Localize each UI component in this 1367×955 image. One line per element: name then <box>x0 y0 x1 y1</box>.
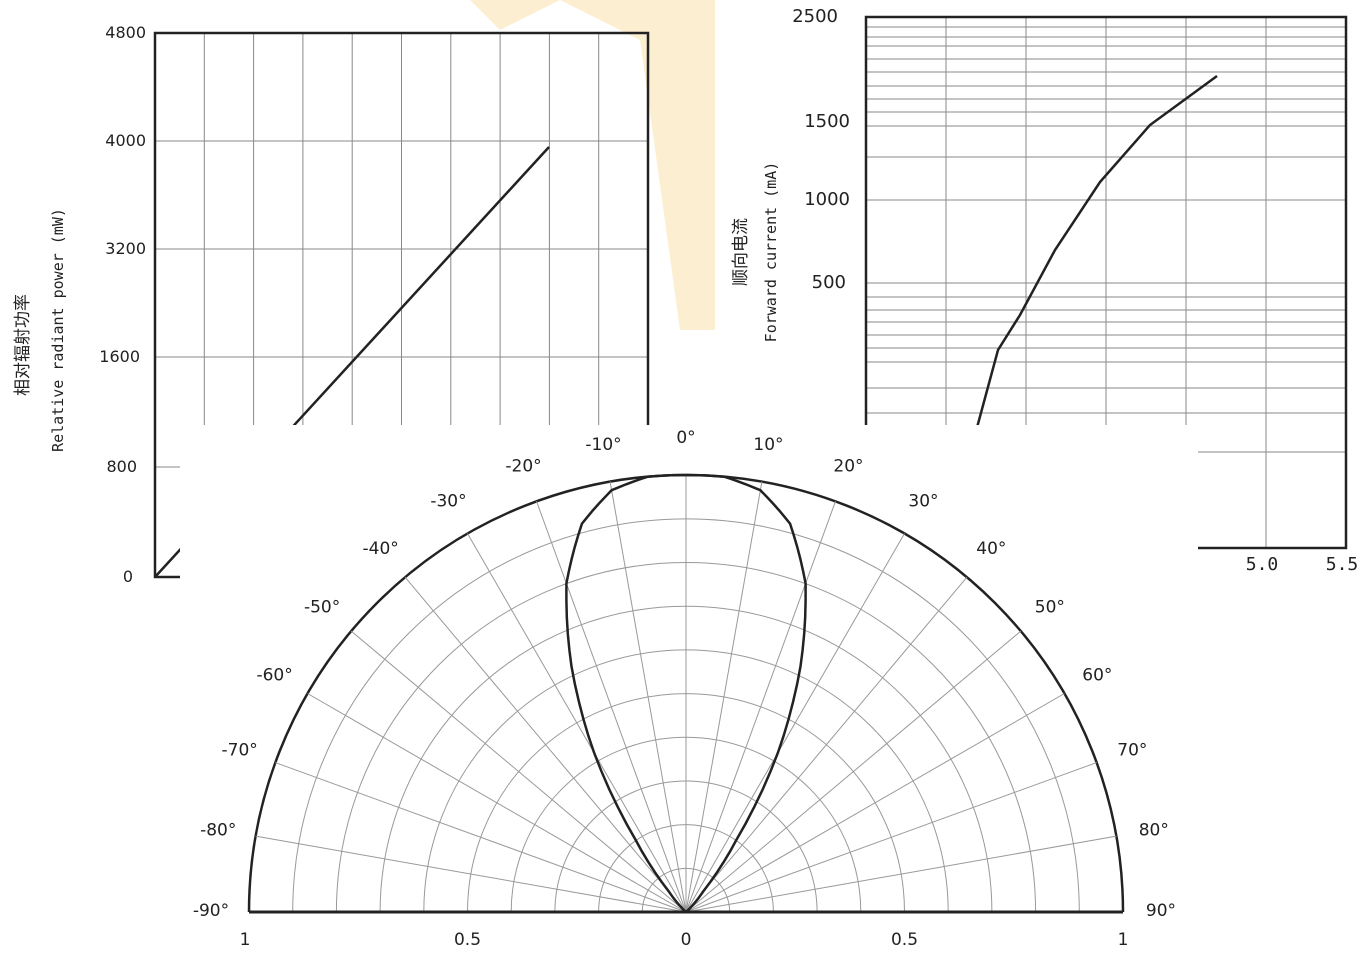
radiant-power-y-tick: 800 <box>106 457 137 476</box>
forward-current-x-ticks: 5.0 5.5 <box>1246 554 1359 575</box>
radiation-pattern-angle-label: -40° <box>363 539 399 559</box>
radiation-pattern-angle-label: 30° <box>908 492 938 512</box>
radiation-pattern-spoke <box>685 835 1117 913</box>
radiant-power-y-ticks: 0 800 1600 3200 4000 4800 <box>99 23 146 586</box>
radiant-power-y-tick: 4800 <box>105 23 146 42</box>
radiation-pattern-radial-label: 1 <box>240 930 251 950</box>
radiation-pattern-radial-label: 0 <box>681 930 692 950</box>
radiant-power-ylabel: Relative radiant power (mW) <box>49 208 67 452</box>
watermark-shape <box>470 0 715 330</box>
forward-current-ylabel-cn: 顺向电流 <box>731 218 751 286</box>
radiation-pattern-angle-label: -70° <box>222 741 258 761</box>
radiation-pattern-angle-label: 20° <box>833 457 863 477</box>
radiation-pattern-angle-label: 10° <box>753 435 783 455</box>
radiant-power-y-tick: 3200 <box>105 239 146 258</box>
forward-current-x-tick: 5.5 <box>1326 554 1359 575</box>
radiation-pattern-spoke <box>685 481 763 913</box>
forward-current-ylabel: Forward current (mA) <box>762 162 780 343</box>
radiation-pattern-angle-label: 40° <box>976 539 1006 559</box>
radiation-pattern-angle-label: -80° <box>200 821 236 841</box>
radiation-pattern-radial-label: 0.5 <box>891 930 918 950</box>
radiation-pattern-radial-label: 1 <box>1118 930 1129 950</box>
radiant-power-y-tick: 4000 <box>105 131 146 150</box>
radiation-pattern-spoke <box>255 835 687 913</box>
radiation-pattern-spoke <box>685 693 1065 913</box>
forward-current-y-tick: 1500 <box>804 111 850 132</box>
forward-current-y-tick: 500 <box>812 272 846 293</box>
radiation-pattern-angle-label: -10° <box>585 435 621 455</box>
forward-current-line <box>973 74 1218 436</box>
radiation-pattern-spoke <box>275 762 687 913</box>
radiation-pattern-curve <box>565 473 807 913</box>
radiation-pattern-angle-label: 80° <box>1139 821 1169 841</box>
radiation-pattern-angle-label: -50° <box>304 598 340 618</box>
forward-current-y-tick: 1000 <box>804 189 850 210</box>
radiation-pattern-spoke <box>685 533 905 913</box>
radiation-pattern-angle-label: -90° <box>193 901 229 921</box>
radiant-power-y-tick: 1600 <box>99 347 140 366</box>
radiation-pattern-angle-label: 90° <box>1146 901 1176 921</box>
radiation-pattern-spoke <box>350 630 687 913</box>
forward-current-x-tick: 5.0 <box>1246 554 1279 575</box>
radiation-pattern-angle-label: 70° <box>1117 741 1147 761</box>
radiation-pattern-angle-labels: -90° -80° -70° -60° -50° -40° -30° -20° -10° 0° 10… <box>193 428 1176 921</box>
radiation-pattern-radial-labels: 1 0.5 0 0.5 1 <box>240 930 1129 950</box>
radiation-pattern-angle-label: -30° <box>430 492 466 512</box>
radiation-pattern-angle-label: 60° <box>1082 666 1112 686</box>
radiation-pattern-spoke <box>307 693 687 913</box>
radiation-pattern-radial-label: 0.5 <box>454 930 481 950</box>
radiation-pattern-background-strip <box>180 425 200 550</box>
radiant-power-y-tick: 0 <box>123 567 133 586</box>
radiation-pattern-spoke <box>685 630 1022 913</box>
radiation-pattern-spoke <box>404 576 687 913</box>
radiation-pattern-spoke <box>536 501 687 913</box>
radiation-pattern-angle-label: 50° <box>1035 598 1065 618</box>
radiation-pattern-spoke <box>609 481 687 913</box>
forward-current-y-ticks: 500 1000 1500 2500 <box>792 6 850 293</box>
forward-current-y-tick: 2500 <box>792 6 838 27</box>
radiation-pattern-angle-label: -60° <box>256 666 292 686</box>
radiation-pattern-background <box>180 425 1198 955</box>
radiation-pattern-spoke <box>685 576 968 913</box>
radiation-pattern-angle-label: 0° <box>676 428 695 448</box>
radiant-power-ylabel-cn: 相对辐射功率 <box>13 294 33 396</box>
radiation-pattern-spoke <box>685 762 1097 913</box>
radiation-pattern-spoke <box>685 501 836 913</box>
radiation-pattern-angle-label: -20° <box>505 457 541 477</box>
radiation-pattern-spoke <box>467 533 687 913</box>
